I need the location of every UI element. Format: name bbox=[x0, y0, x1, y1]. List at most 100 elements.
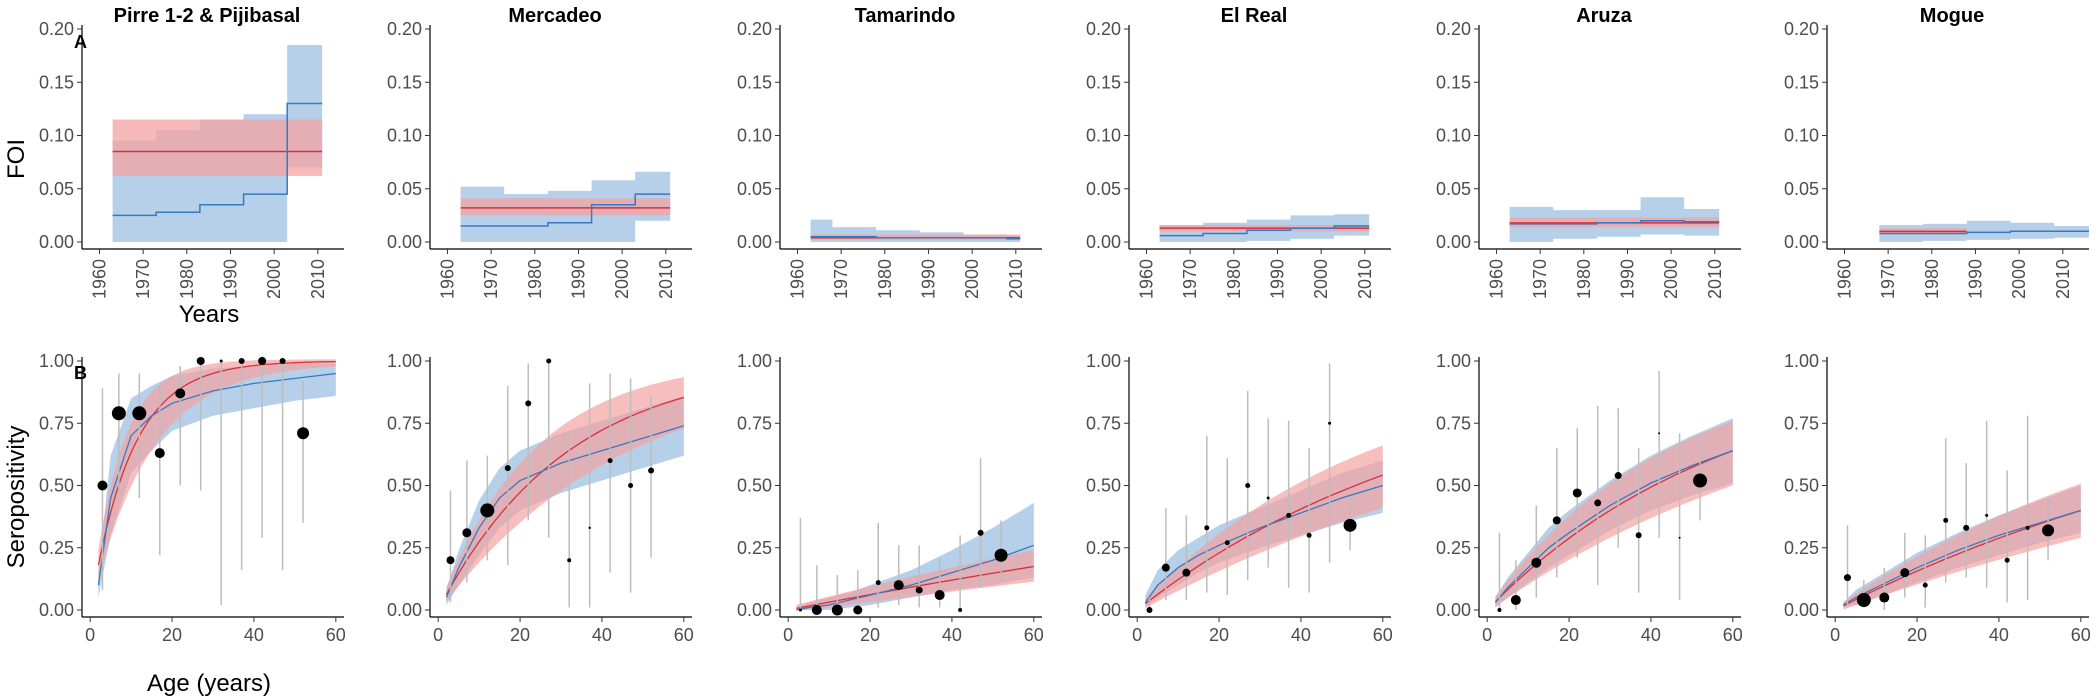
y-tick-label: 0.15 bbox=[1436, 72, 1471, 92]
data-point bbox=[546, 358, 552, 364]
data-point bbox=[1985, 513, 1989, 517]
data-point bbox=[1146, 607, 1153, 613]
red-model-curve bbox=[445, 396, 684, 595]
data-point bbox=[480, 503, 495, 518]
x-tick-label: 2000 bbox=[1311, 259, 1331, 299]
x-tick-label: 1980 bbox=[177, 259, 197, 299]
panel-title: Aruza bbox=[1576, 5, 1632, 27]
data-point bbox=[1943, 517, 1949, 523]
y-tick-label: 0.75 bbox=[737, 413, 772, 433]
red-model-curve bbox=[1843, 509, 2081, 607]
data-point bbox=[1343, 518, 1357, 532]
x-tick-label: 40 bbox=[942, 625, 962, 645]
data-point bbox=[175, 388, 186, 399]
y-tick-label: 0.50 bbox=[39, 476, 74, 496]
y-tick-label: 0.00 bbox=[39, 600, 74, 620]
data-point bbox=[2025, 525, 2030, 530]
seropositivity-panel: 0.00 0.25 0.50 0.75 1.00 0 20 40 60 bbox=[1086, 351, 1393, 645]
data-point bbox=[1900, 568, 1910, 578]
data-point bbox=[1635, 532, 1642, 539]
data-point bbox=[258, 357, 267, 365]
data-point bbox=[196, 357, 205, 365]
panel-title: Mogue bbox=[1920, 5, 1984, 27]
panel-title: Mercadeo bbox=[508, 5, 601, 27]
blue-mean-line bbox=[112, 102, 323, 217]
data-point bbox=[504, 465, 511, 472]
red-credible-band bbox=[460, 198, 671, 216]
x-tick-label: 1970 bbox=[831, 259, 851, 299]
data-point bbox=[811, 605, 822, 615]
panel-grid: Pirre 1-2 & Pijibasal 0.00 0.05 0.10 0.15 0.2… bbox=[39, 5, 2091, 645]
data-point bbox=[567, 558, 572, 563]
data-point bbox=[1328, 421, 1332, 425]
y-tick-label: 0.00 bbox=[1784, 232, 1819, 252]
y-tick-label: 0.05 bbox=[737, 179, 772, 199]
data-point bbox=[1879, 592, 1890, 603]
y-tick-label: 0.20 bbox=[1436, 19, 1471, 39]
y-tick-label: 0.50 bbox=[1436, 476, 1471, 496]
x-tick-label: 60 bbox=[674, 625, 694, 645]
years-axis-title: Years bbox=[179, 301, 240, 328]
red-credible-band bbox=[112, 119, 323, 176]
y-tick-label: 1.00 bbox=[1784, 351, 1819, 371]
x-tick-label: 2000 bbox=[1661, 259, 1681, 299]
foi-panel: Pirre 1-2 & Pijibasal 0.00 0.05 0.10 0.15 0.2… bbox=[39, 5, 344, 299]
data-point bbox=[279, 358, 286, 364]
data-point bbox=[1594, 499, 1602, 507]
x-tick-label: 1990 bbox=[1617, 259, 1637, 299]
data-point bbox=[1658, 432, 1661, 435]
data-point bbox=[219, 359, 223, 363]
x-tick-label: 2000 bbox=[264, 259, 284, 299]
x-tick-label: 2010 bbox=[1006, 259, 1026, 299]
x-tick-label: 20 bbox=[1907, 625, 1927, 645]
y-tick-label: 0.15 bbox=[737, 72, 772, 92]
data-point bbox=[297, 427, 310, 440]
panel-title: Tamarindo bbox=[855, 5, 956, 27]
data-point bbox=[462, 528, 472, 538]
x-tick-label: 60 bbox=[1723, 625, 1743, 645]
seropositivity-panel: 0.00 0.25 0.50 0.75 1.00 0 20 40 60 bbox=[1784, 351, 2091, 645]
y-tick-label: 0.00 bbox=[1784, 600, 1819, 620]
y-tick-label: 0.25 bbox=[737, 538, 772, 558]
data-point bbox=[1161, 563, 1170, 572]
x-tick-label: 0 bbox=[783, 625, 793, 645]
data-point bbox=[1678, 536, 1681, 539]
x-tick-label: 1980 bbox=[875, 259, 895, 299]
data-point bbox=[1306, 532, 1312, 538]
x-tick-label: 40 bbox=[1989, 625, 2009, 645]
data-point bbox=[238, 358, 245, 364]
y-tick-label: 1.00 bbox=[387, 351, 422, 371]
y-tick-label: 0.25 bbox=[1784, 538, 1819, 558]
y-tick-label: 0.00 bbox=[1436, 232, 1471, 252]
y-tick-label: 0.20 bbox=[387, 19, 422, 39]
x-tick-label: 40 bbox=[244, 625, 264, 645]
red-credible-band bbox=[446, 377, 684, 602]
data-point bbox=[1224, 540, 1230, 546]
y-tick-label: 0.00 bbox=[387, 600, 422, 620]
data-point bbox=[2042, 524, 2055, 537]
panel-title: Pirre 1-2 & Pijibasal bbox=[114, 5, 301, 27]
x-tick-label: 2010 bbox=[308, 259, 328, 299]
y-tick-label: 0.10 bbox=[737, 126, 772, 146]
blue-mean-line bbox=[1509, 219, 1720, 225]
y-tick-label: 1.00 bbox=[1086, 351, 1121, 371]
x-tick-label: 1990 bbox=[568, 259, 588, 299]
x-tick-label: 1960 bbox=[1136, 259, 1156, 299]
data-point bbox=[958, 608, 963, 612]
y-tick-label: 0.50 bbox=[1784, 476, 1819, 496]
data-point bbox=[1572, 488, 1582, 498]
blue-mean-line bbox=[1159, 225, 1370, 237]
red-credible-band bbox=[98, 359, 336, 580]
seropositivity-axis-title: Seropositivity bbox=[3, 426, 30, 569]
y-tick-label: 0.05 bbox=[1784, 179, 1819, 199]
data-point bbox=[915, 586, 923, 594]
data-point bbox=[1266, 496, 1270, 500]
data-point bbox=[853, 605, 863, 615]
y-tick-label: 0.00 bbox=[1086, 232, 1121, 252]
y-tick-label: 0.50 bbox=[737, 476, 772, 496]
x-tick-label: 2000 bbox=[612, 259, 632, 299]
red-credible-band bbox=[1843, 483, 2081, 610]
y-tick-label: 0.00 bbox=[387, 232, 422, 252]
x-tick-label: 2000 bbox=[962, 259, 982, 299]
